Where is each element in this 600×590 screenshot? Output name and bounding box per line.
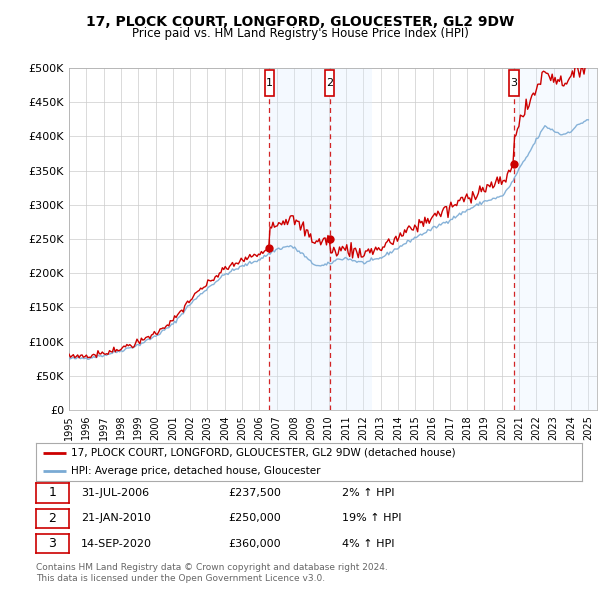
Text: 17, PLOCK COURT, LONGFORD, GLOUCESTER, GL2 9DW (detached house): 17, PLOCK COURT, LONGFORD, GLOUCESTER, G… xyxy=(71,448,456,458)
Text: 21-JAN-2010: 21-JAN-2010 xyxy=(81,513,151,523)
Bar xyxy=(514,68,597,410)
FancyBboxPatch shape xyxy=(265,70,274,96)
Text: HPI: Average price, detached house, Gloucester: HPI: Average price, detached house, Glou… xyxy=(71,466,321,476)
Text: 14-SEP-2020: 14-SEP-2020 xyxy=(81,539,152,549)
Bar xyxy=(320,68,372,410)
Text: Price paid vs. HM Land Registry's House Price Index (HPI): Price paid vs. HM Land Registry's House … xyxy=(131,27,469,40)
Text: £360,000: £360,000 xyxy=(228,539,281,549)
Text: 4% ↑ HPI: 4% ↑ HPI xyxy=(342,539,395,549)
FancyBboxPatch shape xyxy=(325,70,334,96)
Text: 3: 3 xyxy=(49,537,56,550)
Text: £250,000: £250,000 xyxy=(228,513,281,523)
Text: £237,500: £237,500 xyxy=(228,488,281,498)
Text: This data is licensed under the Open Government Licence v3.0.: This data is licensed under the Open Gov… xyxy=(36,574,325,583)
Text: 2: 2 xyxy=(49,512,56,525)
Bar xyxy=(269,68,320,410)
Text: 17, PLOCK COURT, LONGFORD, GLOUCESTER, GL2 9DW: 17, PLOCK COURT, LONGFORD, GLOUCESTER, G… xyxy=(86,15,514,29)
FancyBboxPatch shape xyxy=(509,70,519,96)
Text: 2: 2 xyxy=(326,78,333,88)
Text: 1: 1 xyxy=(266,78,273,88)
Text: 3: 3 xyxy=(511,78,518,88)
Bar xyxy=(514,68,597,410)
Text: 31-JUL-2006: 31-JUL-2006 xyxy=(81,488,149,498)
Text: 2% ↑ HPI: 2% ↑ HPI xyxy=(342,488,395,498)
Text: Contains HM Land Registry data © Crown copyright and database right 2024.: Contains HM Land Registry data © Crown c… xyxy=(36,563,388,572)
Text: 19% ↑ HPI: 19% ↑ HPI xyxy=(342,513,401,523)
Text: 1: 1 xyxy=(49,486,56,500)
